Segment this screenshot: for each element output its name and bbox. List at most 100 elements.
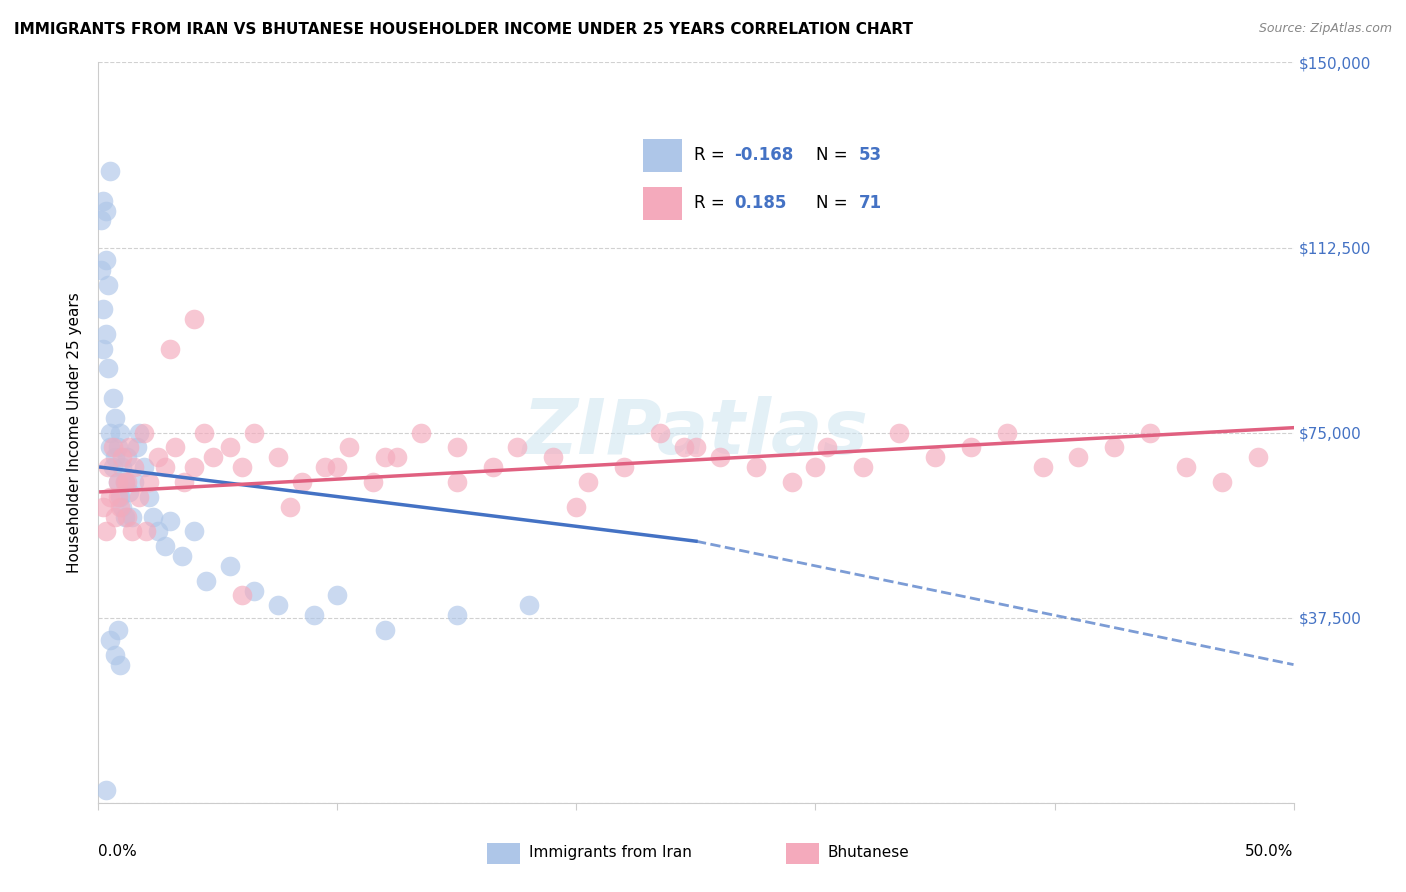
Point xyxy=(107,475,129,489)
Point xyxy=(1139,425,1161,440)
Point xyxy=(202,450,225,465)
Point xyxy=(374,450,396,465)
Point xyxy=(155,539,177,553)
Point xyxy=(101,391,124,405)
Text: 71: 71 xyxy=(859,194,883,212)
Point xyxy=(90,213,112,227)
Point xyxy=(231,589,253,603)
Point xyxy=(118,484,141,499)
Point xyxy=(142,509,165,524)
Point xyxy=(114,475,136,489)
Point xyxy=(107,623,129,637)
Text: 0.0%: 0.0% xyxy=(98,844,138,858)
Point xyxy=(852,460,875,475)
Point xyxy=(115,450,138,465)
Point xyxy=(91,342,114,356)
Point xyxy=(446,608,468,623)
Point xyxy=(98,425,122,440)
FancyBboxPatch shape xyxy=(486,843,520,863)
Point xyxy=(94,783,117,797)
Point xyxy=(1247,450,1270,465)
Point xyxy=(104,410,127,425)
Point xyxy=(108,500,131,514)
Point xyxy=(1104,441,1126,455)
Point xyxy=(315,460,337,475)
Point xyxy=(995,425,1018,440)
Point xyxy=(98,632,122,647)
Point xyxy=(613,460,636,475)
Point xyxy=(267,599,290,613)
Point xyxy=(98,490,122,504)
Point xyxy=(481,460,505,475)
Bar xyxy=(643,139,682,172)
Point xyxy=(374,623,396,637)
Point xyxy=(243,425,266,440)
Text: N =: N = xyxy=(817,146,848,164)
Point xyxy=(91,194,114,208)
Point xyxy=(243,583,266,598)
Point xyxy=(98,441,122,455)
Point xyxy=(125,441,148,455)
Point xyxy=(94,326,117,341)
Point xyxy=(155,460,177,475)
Point xyxy=(648,425,672,440)
Point xyxy=(1211,475,1233,489)
Point xyxy=(1067,450,1090,465)
Point xyxy=(108,657,131,672)
Point xyxy=(115,475,138,489)
Point xyxy=(685,441,707,455)
Point xyxy=(517,599,540,613)
Point xyxy=(326,589,349,603)
Text: Source: ZipAtlas.com: Source: ZipAtlas.com xyxy=(1258,22,1392,36)
Point xyxy=(173,475,195,489)
Point xyxy=(111,460,134,475)
Point xyxy=(183,524,205,539)
Point xyxy=(541,450,564,465)
Point xyxy=(97,277,120,292)
Point xyxy=(91,302,114,317)
Point xyxy=(745,460,768,475)
Text: -0.168: -0.168 xyxy=(734,146,793,164)
Point xyxy=(128,425,150,440)
Text: N =: N = xyxy=(817,194,848,212)
Point xyxy=(183,460,205,475)
Point xyxy=(193,425,215,440)
Point xyxy=(326,460,349,475)
Point xyxy=(108,425,131,440)
Point xyxy=(121,509,143,524)
Point xyxy=(94,203,117,218)
Text: IMMIGRANTS FROM IRAN VS BHUTANESE HOUSEHOLDER INCOME UNDER 25 YEARS CORRELATION : IMMIGRANTS FROM IRAN VS BHUTANESE HOUSEH… xyxy=(14,22,912,37)
Point xyxy=(107,441,129,455)
Text: 50.0%: 50.0% xyxy=(1246,844,1294,858)
Y-axis label: Householder Income Under 25 years: Householder Income Under 25 years xyxy=(67,293,83,573)
Point xyxy=(128,490,150,504)
Point xyxy=(446,475,468,489)
Point xyxy=(94,252,117,267)
Point xyxy=(565,500,588,514)
Text: R =: R = xyxy=(695,146,725,164)
Point xyxy=(108,490,131,504)
Point xyxy=(673,441,696,455)
Point xyxy=(94,524,117,539)
Point xyxy=(90,262,112,277)
Point xyxy=(135,524,157,539)
Point xyxy=(291,475,314,489)
Point xyxy=(960,441,983,455)
Point xyxy=(219,441,242,455)
Point xyxy=(138,490,160,504)
Point xyxy=(148,450,170,465)
Point xyxy=(121,524,143,539)
Text: Bhutanese: Bhutanese xyxy=(827,845,910,860)
Point xyxy=(172,549,194,563)
Point xyxy=(101,460,124,475)
Point xyxy=(104,509,127,524)
Point xyxy=(163,441,186,455)
Bar xyxy=(643,187,682,220)
Text: 53: 53 xyxy=(859,146,883,164)
Point xyxy=(104,648,127,662)
Point xyxy=(385,450,409,465)
Point xyxy=(578,475,600,489)
Point xyxy=(815,441,838,455)
Point xyxy=(101,441,124,455)
Point xyxy=(446,441,468,455)
